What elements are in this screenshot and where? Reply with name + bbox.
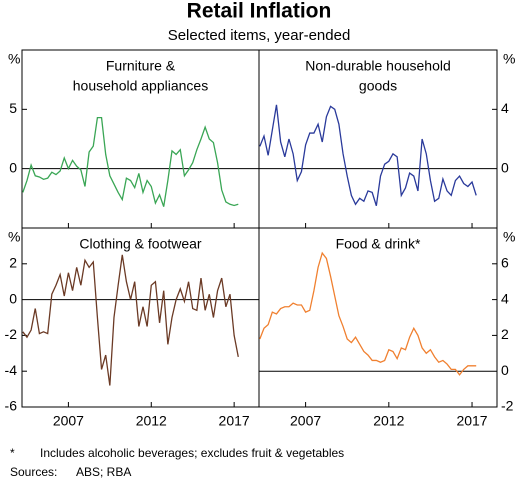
x-tick-label: 2007	[290, 413, 321, 429]
y-tick-label: 4	[501, 100, 509, 116]
x-tick-label: 2017	[456, 413, 487, 429]
y-tick-label: -4	[5, 362, 18, 378]
x-tick-label: 2012	[373, 413, 404, 429]
series-line	[22, 254, 239, 386]
y-tick-label: -2	[501, 398, 514, 414]
y-tick-label: 0	[501, 159, 509, 175]
sources: ABS; RBA	[76, 465, 131, 479]
series-line	[259, 104, 477, 206]
panel-title: Furniture &	[106, 58, 176, 74]
chart-subtitle: Selected items, year-ended	[168, 27, 351, 44]
y-tick-label: 0	[501, 362, 509, 378]
y-unit: %	[503, 51, 515, 67]
footnote-marker: *	[10, 446, 15, 460]
y-unit: %	[503, 229, 515, 245]
y-tick-label: -2	[5, 326, 18, 342]
panel-title: goods	[359, 78, 397, 94]
x-tick-label: 2007	[53, 413, 84, 429]
y-unit: %	[8, 51, 20, 67]
y-tick-label: 2	[9, 255, 17, 271]
y-tick-label: 6	[501, 255, 509, 271]
panel-title: household appliances	[73, 78, 208, 94]
y-tick-label: 2	[501, 326, 509, 342]
y-unit: %	[8, 229, 20, 245]
sources-label: Sources:	[10, 465, 57, 479]
y-tick-label: -6	[5, 398, 18, 414]
x-tick-label: 2012	[136, 413, 167, 429]
series-line	[22, 116, 239, 207]
chart-title: Retail Inflation	[187, 0, 332, 23]
x-tick-label: 2017	[219, 413, 250, 429]
series-line	[259, 251, 477, 376]
panel-title: Clothing & footwear	[79, 236, 202, 252]
footnote: Includes alcoholic beverages; excludes f…	[40, 446, 344, 460]
y-tick-label: 4	[501, 290, 509, 306]
y-tick-label: 0	[9, 159, 17, 175]
y-tick-label: 0	[9, 290, 17, 306]
panel-title: Food & drink*	[336, 236, 421, 252]
panel-title: Non-durable household	[305, 58, 451, 74]
y-tick-label: 5	[9, 100, 17, 116]
